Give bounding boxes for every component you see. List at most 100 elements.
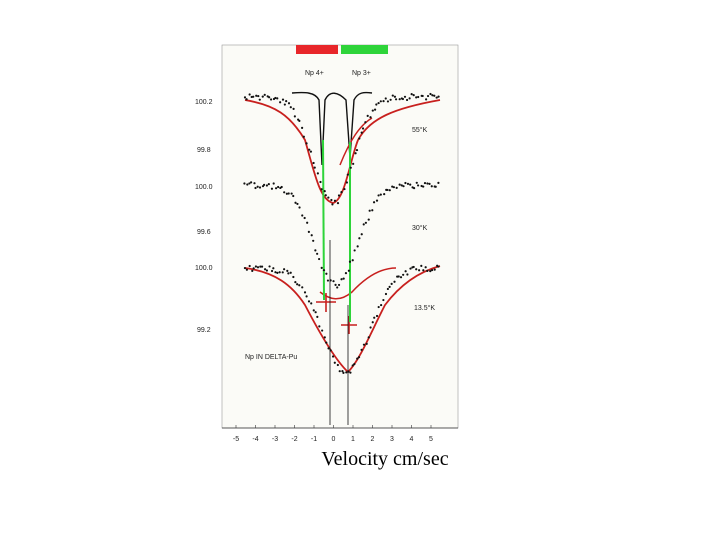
data-dot <box>357 356 361 359</box>
data-dot <box>386 188 389 192</box>
data-dot <box>272 267 275 270</box>
data-dot <box>418 269 421 272</box>
data-dot <box>318 257 321 261</box>
data-dot <box>303 291 307 294</box>
data-dot <box>415 181 418 184</box>
data-dot <box>283 103 286 106</box>
data-dot <box>342 371 345 374</box>
data-dot <box>307 300 311 303</box>
data-dot <box>356 245 359 248</box>
data-dot <box>292 107 295 110</box>
data-dot <box>248 182 251 185</box>
fit-13k-component <box>319 267 397 300</box>
data-dot <box>373 316 376 319</box>
x-tick-label: 5 <box>429 436 433 443</box>
data-dot <box>330 198 333 202</box>
data-dot <box>425 98 428 101</box>
data-dot <box>318 325 321 328</box>
data-dot <box>331 355 335 358</box>
legend-label: Np 4+ <box>305 70 324 77</box>
data-dot <box>294 201 297 204</box>
data-dot <box>281 98 285 101</box>
data-dot <box>250 181 253 184</box>
data-dot <box>412 186 416 190</box>
data-dot <box>303 216 306 220</box>
temperature-label: 30°K <box>412 224 428 232</box>
data-dot <box>364 121 367 124</box>
data-dot <box>248 264 251 268</box>
data-dot <box>406 182 410 185</box>
fit-55k-component <box>339 117 373 166</box>
data-dot <box>310 302 313 305</box>
data-dot <box>344 271 348 275</box>
data-dot <box>367 218 370 221</box>
data-dot <box>246 183 249 186</box>
data-dot <box>422 269 425 272</box>
data-dot <box>390 282 393 285</box>
data-dot <box>327 196 330 199</box>
data-dot <box>306 221 309 224</box>
data-dot <box>301 286 304 289</box>
red-marker <box>296 45 338 54</box>
data-dot <box>276 271 279 274</box>
data-dot <box>292 275 295 279</box>
data-dot <box>377 101 380 105</box>
y-label: 100.2 <box>195 99 213 106</box>
data-dot <box>433 268 436 271</box>
data-dot <box>263 183 266 186</box>
data-dot <box>258 186 262 189</box>
data-dot <box>384 292 388 296</box>
data-dot <box>255 94 258 97</box>
data-dot <box>386 100 390 103</box>
data-dot <box>334 283 337 286</box>
x-tick-label: 3 <box>390 436 394 443</box>
data-dot <box>322 269 326 272</box>
y-label: 100.0 <box>195 265 213 272</box>
data-dot <box>287 272 290 275</box>
data-dot <box>345 371 348 374</box>
data-dot <box>270 269 274 273</box>
data-dot <box>384 97 387 100</box>
data-dot <box>287 102 291 105</box>
data-dot <box>337 194 341 197</box>
data-dot <box>430 268 434 272</box>
data-dot <box>382 100 385 103</box>
data-dot <box>345 181 348 184</box>
data-dot <box>313 166 316 169</box>
data-dot <box>402 273 405 276</box>
data-dot <box>270 187 274 190</box>
data-dot <box>360 131 363 134</box>
data-dot <box>333 361 336 364</box>
data-dot <box>424 266 427 269</box>
data-dot <box>360 348 363 351</box>
data-dot <box>274 187 278 190</box>
data-dot <box>320 266 323 269</box>
data-dot <box>406 273 409 276</box>
data-dot <box>316 252 319 255</box>
data-dot <box>332 280 335 283</box>
data-dot <box>324 194 327 197</box>
data-dot <box>429 92 432 96</box>
data-dot <box>379 100 382 103</box>
data-dot <box>289 271 292 274</box>
data-dot <box>437 95 440 98</box>
data-dot <box>276 97 279 100</box>
data-dot <box>415 96 418 99</box>
data-dot <box>409 267 412 270</box>
data-dot <box>353 362 356 366</box>
data-dot <box>423 181 427 185</box>
data-dot <box>347 370 350 373</box>
data-dot <box>261 95 264 98</box>
data-dot <box>302 135 305 138</box>
data-dot <box>323 336 326 339</box>
data-dot <box>336 202 340 205</box>
data-dot <box>352 162 355 165</box>
data-dot <box>290 192 293 195</box>
data-dot <box>254 186 257 190</box>
data-dot <box>348 260 352 263</box>
data-dot <box>252 267 255 270</box>
data-dot <box>358 137 361 140</box>
data-dot <box>298 206 301 209</box>
data-points <box>243 92 440 374</box>
data-dot <box>305 142 308 145</box>
